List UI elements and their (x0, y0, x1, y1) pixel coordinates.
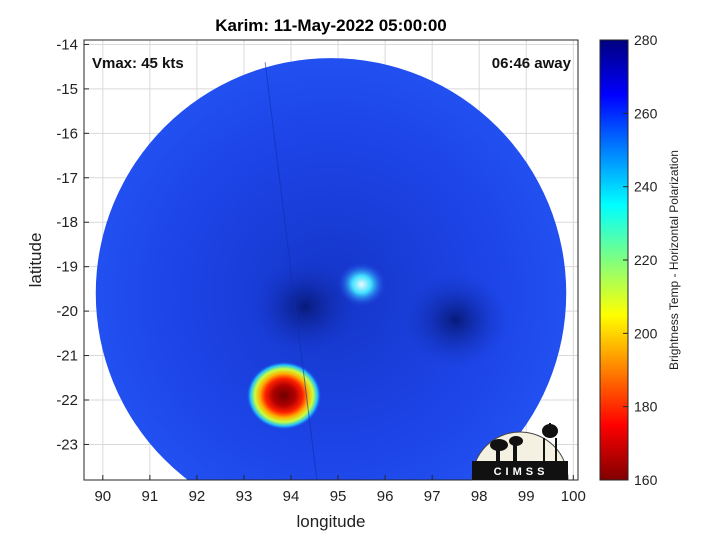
colorbar-tick-label: 200 (634, 325, 658, 341)
satellite-dish-icon (490, 436, 523, 461)
x-tick-label: 90 (94, 488, 111, 505)
swath-features (246, 62, 509, 480)
cimss-logo: CIMSS (471, 423, 569, 481)
colorbar-tick-label: 160 (634, 472, 658, 488)
y-tick-label: -23 (56, 436, 78, 453)
colorbar-tick-label: 220 (634, 252, 658, 268)
logo-text: CIMSS (494, 466, 549, 478)
y-tick-label: -19 (56, 259, 78, 276)
y-tick-label: -20 (56, 303, 78, 320)
y-ticks: -14 -15 -16 -17 -18 -19 -20 -21 -22 -23 (56, 36, 89, 453)
brightness-feature (252, 258, 358, 355)
colorbar-tick-label: 280 (634, 32, 658, 48)
y-tick-label: -22 (56, 392, 78, 409)
brightness-feature (402, 272, 509, 368)
y-tick-label: -16 (56, 125, 78, 142)
y-tick-label: -14 (56, 36, 78, 53)
swath-layer (95, 58, 567, 480)
x-tick-label: 91 (142, 488, 159, 505)
colorbar-tick-label: 240 (634, 179, 658, 195)
x-tick-label: 92 (189, 488, 206, 505)
chart-title: Karim: 11-May-2022 05:00:00 (215, 16, 447, 35)
x-axis-label: longitude (296, 512, 365, 531)
x-tick-label: 95 (330, 488, 347, 505)
vmax-annotation: Vmax: 45 kts (92, 55, 184, 72)
y-tick-label: -21 (56, 348, 78, 365)
x-tick-label: 97 (424, 488, 441, 505)
x-tick-label: 98 (471, 488, 488, 505)
y-tick-label: -17 (56, 170, 78, 187)
colorbar-tick-label: 260 (634, 105, 658, 121)
swath-seam (264, 62, 318, 480)
y-axis-label: latitude (26, 233, 45, 288)
x-tick-label: 94 (283, 488, 300, 505)
colorbar-tick-label: 180 (634, 399, 658, 415)
x-ticks: 90 91 92 93 94 95 96 97 98 99 100 (94, 475, 586, 505)
y-tick-label: -18 (56, 214, 78, 231)
x-tick-label: 100 (561, 488, 586, 505)
water-tower-icon (542, 423, 558, 462)
colorbar-label: Brightness Temp - Horizontal Polarizatio… (667, 150, 681, 370)
away-annotation: 06:46 away (492, 55, 572, 72)
brightness-feature (246, 361, 322, 430)
y-tick-label: -15 (56, 81, 78, 98)
logo-banner (472, 461, 568, 480)
x-tick-label: 93 (236, 488, 253, 505)
x-tick-label: 99 (518, 488, 535, 505)
colorbar-ticks: 280 260 240 220 200 180 160 (623, 32, 658, 488)
x-tick-label: 96 (377, 488, 394, 505)
plot-frame (83, 39, 579, 481)
